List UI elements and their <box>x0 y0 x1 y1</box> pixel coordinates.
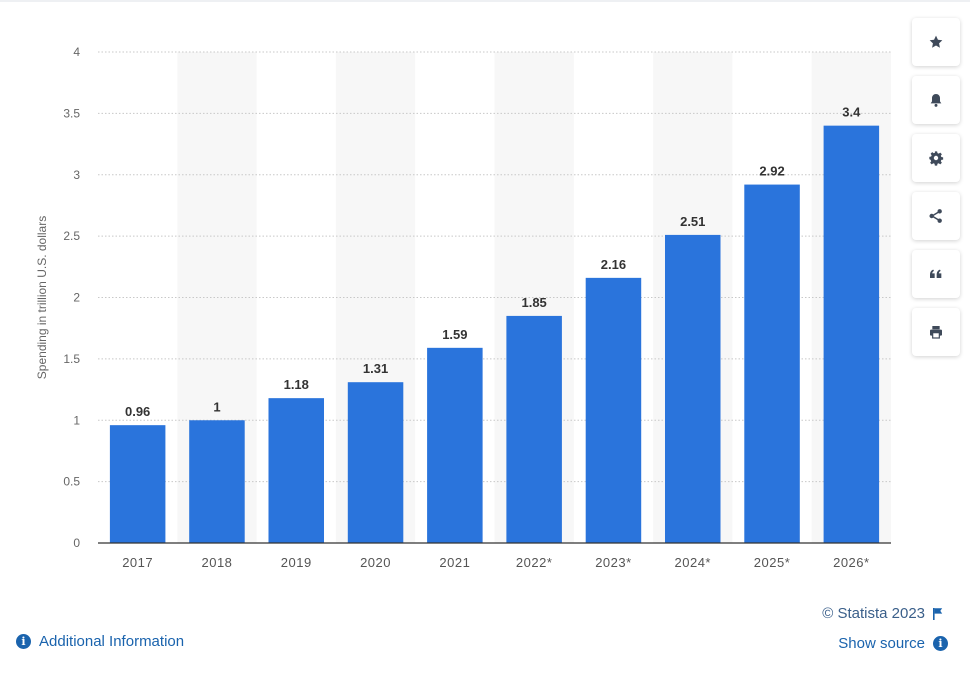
x-tick-label: 2017 <box>122 555 153 570</box>
x-tick-label: 2023* <box>595 555 631 570</box>
bar-2017[interactable] <box>109 425 166 543</box>
x-tick-label: 2021 <box>439 555 470 570</box>
top-divider <box>0 0 970 2</box>
y-tick-label: 3.5 <box>63 106 80 120</box>
data-label: 2.16 <box>601 257 626 272</box>
data-label: 0.96 <box>125 404 150 419</box>
cite-button[interactable] <box>912 250 960 298</box>
x-tick-label: 2020 <box>360 555 391 570</box>
y-tick-label: 3 <box>73 168 80 182</box>
data-label: 1.59 <box>442 327 467 342</box>
star-icon <box>929 35 943 48</box>
data-label: 2.51 <box>680 214 705 229</box>
x-tick-label: 2019 <box>281 555 312 570</box>
data-label: 1.85 <box>521 295 546 310</box>
y-tick-label: 0 <box>73 536 80 550</box>
bar-2022*[interactable] <box>506 315 562 543</box>
chart-toolbar <box>912 18 960 356</box>
x-tick-label: 2022* <box>516 555 552 570</box>
y-tick-label: 0.5 <box>63 475 80 489</box>
copyright-text: © Statista 2023 <box>822 605 925 622</box>
favorite-button[interactable] <box>912 18 960 66</box>
show-source-text: Show source <box>838 635 925 652</box>
bars <box>109 125 880 544</box>
data-label: 2.92 <box>759 164 784 179</box>
y-tick-label: 4 <box>73 45 80 59</box>
bar-2023*[interactable] <box>585 277 642 543</box>
bar-chart: 0 0.5 1 1.5 2 2.5 3 3.5 4 0.96 1 1.18 1.31 1.59 1.85 2… <box>35 45 891 570</box>
print-button[interactable] <box>912 308 960 356</box>
gear-icon <box>929 151 944 166</box>
y-axis-title: Spending in trillion U.S. dollars <box>35 216 49 379</box>
data-labels: 0.96 1 1.18 1.31 1.59 1.85 2.16 2.51 2.92 3.4 <box>125 105 861 420</box>
x-tick-label: 2025* <box>754 555 790 570</box>
info-icon: i <box>933 636 948 651</box>
flag-icon <box>932 607 944 620</box>
bar-2021[interactable] <box>427 347 483 543</box>
settings-button[interactable] <box>912 134 960 182</box>
y-tick-label: 1 <box>73 413 80 427</box>
data-label: 3.4 <box>842 105 861 120</box>
info-icon: i <box>16 634 31 649</box>
data-label: 1.18 <box>284 377 309 392</box>
bar-2024*[interactable] <box>664 234 721 543</box>
print-icon <box>930 326 942 339</box>
bar-2026*[interactable] <box>823 125 880 544</box>
show-source-link[interactable]: Show source i <box>838 635 948 652</box>
bar-2019[interactable] <box>268 398 325 543</box>
x-tick-label: 2018 <box>201 555 232 570</box>
bell-icon <box>930 94 942 107</box>
y-axis-ticks: 0 0.5 1 1.5 2 2.5 3 3.5 4 <box>63 45 80 550</box>
bar-2020[interactable] <box>347 382 404 543</box>
y-tick-label: 2.5 <box>63 229 80 243</box>
x-tick-label: 2024* <box>675 555 711 570</box>
y-tick-label: 2 <box>73 291 80 305</box>
share-button[interactable] <box>912 192 960 240</box>
quote-icon <box>930 269 942 278</box>
copyright-credit[interactable]: © Statista 2023 <box>822 605 944 622</box>
bar-2025*[interactable] <box>744 184 800 543</box>
x-tick-label: 2026* <box>833 555 869 570</box>
data-label: 1.31 <box>363 361 388 376</box>
additional-information-text: Additional Information <box>39 633 185 650</box>
data-label: 1 <box>213 399 220 414</box>
notification-button[interactable] <box>912 76 960 124</box>
additional-information-link[interactable]: i Additional Information <box>16 633 184 650</box>
share-icon <box>929 209 942 223</box>
bar-2018[interactable] <box>189 420 245 543</box>
x-axis-ticks: 2017 2018 2019 2020 2021 2022* 2023* 2024* 2025*… <box>122 555 869 570</box>
gridlines <box>98 51 891 483</box>
y-tick-label: 1.5 <box>63 352 80 366</box>
